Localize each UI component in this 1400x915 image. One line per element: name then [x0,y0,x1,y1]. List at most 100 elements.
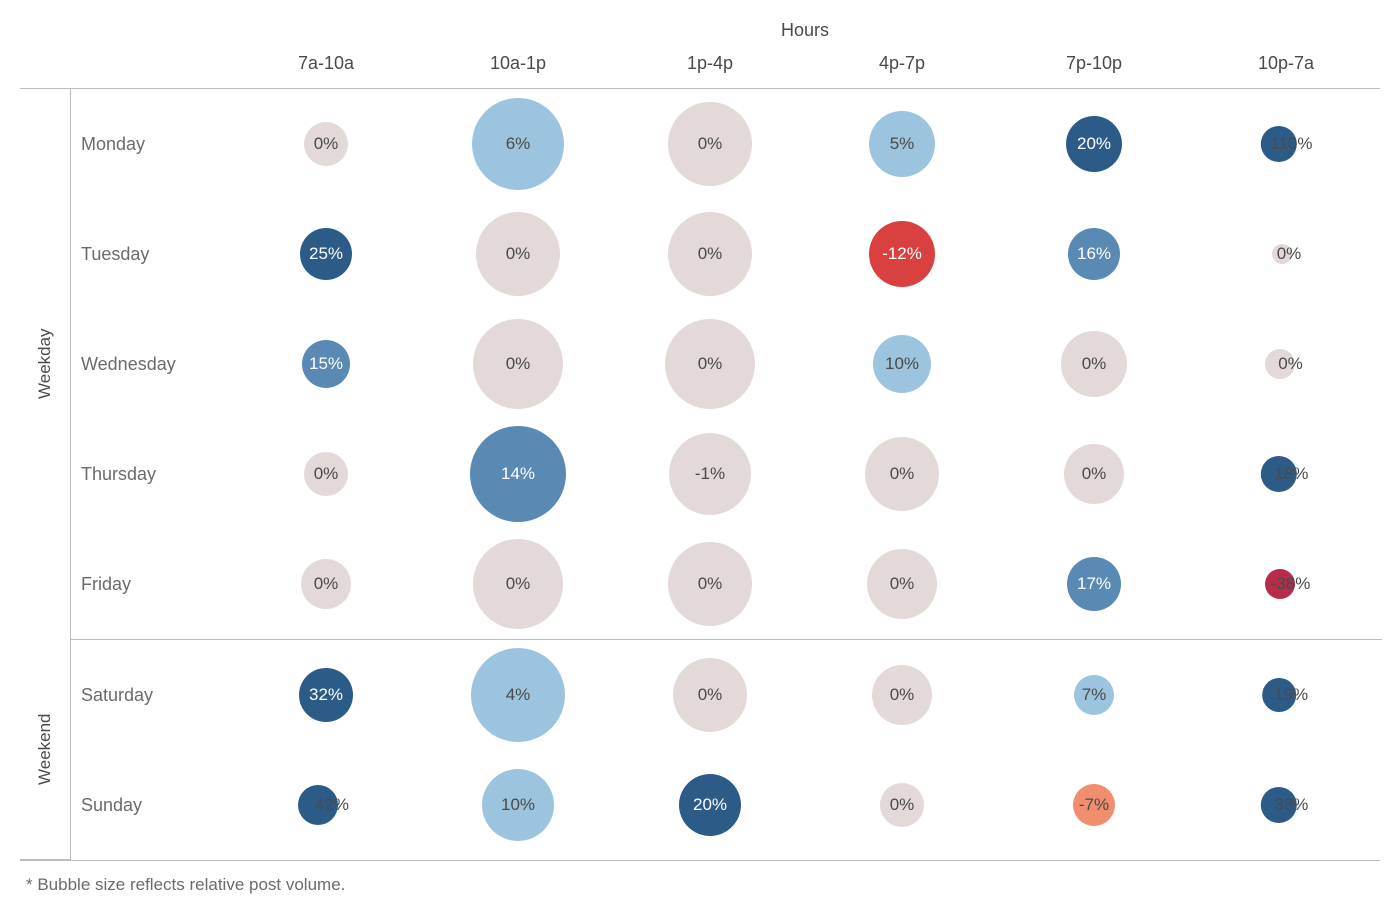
bubble-cell: 33% [1190,750,1382,860]
bubble-cell: 4% [422,639,614,750]
bubble-matrix-chart: Hours 7a-10a 10a-1p 1p-4p 4p-7p 7p-10p 1… [20,20,1380,895]
bubble-cell: 0% [422,309,614,419]
bubble-cell: 7% [998,639,1190,750]
bubble-cell: 14% [422,419,614,529]
bubble-cell: -7% [998,750,1190,860]
bubble-value: 4% [506,685,531,705]
bubble-value: 42% [315,795,349,815]
section-label-weekend: Weekend [20,639,70,860]
bubble-cell: 5% [806,89,998,199]
bubble-cell: 0% [230,529,422,639]
row-label-thursday: Thursday [70,419,230,529]
col-header: 10p-7a [1190,47,1382,84]
bubble-value: 6% [506,134,531,154]
bubble-value: 0% [890,795,915,815]
bubble-value: 0% [314,464,339,484]
bubble-cell: 0% [230,419,422,529]
bubble-value: 0% [506,244,531,264]
bubble-value: 110% [1270,134,1312,154]
bubble-cell: 0% [614,639,806,750]
bubble-value: 0% [890,464,915,484]
col-header: 4p-7p [806,47,998,84]
bubble-value: 0% [1277,244,1302,264]
row-label-wednesday: Wednesday [70,309,230,419]
bubble-value: 25% [309,244,343,264]
bubble-cell: 20% [998,89,1190,199]
bubble-cell: -38% [1190,529,1382,639]
section-label-weekday: Weekday [20,89,70,639]
bubble-value: -1% [695,464,725,484]
bubble-value: 32% [309,685,343,705]
bubble-cell: 18% [1190,419,1382,529]
bubble-value: 0% [506,574,531,594]
bubble-cell: 10% [422,750,614,860]
bubble-value: 0% [1082,464,1107,484]
bubble-cell: -1% [614,419,806,529]
bubble-value: 0% [890,574,915,594]
bubble-cell: 19% [1190,639,1382,750]
bubble-value: 10% [501,795,535,815]
bubble-cell: 0% [806,750,998,860]
bubble-value: 0% [1278,354,1303,374]
row-label-sunday: Sunday [70,750,230,860]
bubble-cell: 20% [614,750,806,860]
bubble-cell: 0% [422,529,614,639]
row-label-friday: Friday [70,529,230,639]
bubble-value: 0% [698,134,723,154]
footnote: * Bubble size reflects relative post vol… [20,875,1380,895]
col-header: 7a-10a [230,47,422,84]
bubble-cell: 0% [230,89,422,199]
row-label-tuesday: Tuesday [70,199,230,309]
bubble-value: 20% [693,795,727,815]
bubble-value: 0% [314,574,339,594]
col-header: 7p-10p [998,47,1190,84]
bubble-cell: 32% [230,639,422,750]
bubble-value: 7% [1082,685,1107,705]
row-label-saturday: Saturday [70,639,230,750]
bubble-cell: 0% [422,199,614,309]
bubble-value: 0% [1082,354,1107,374]
column-headers: 7a-10a 10a-1p 1p-4p 4p-7p 7p-10p 10p-7a [20,47,1380,84]
bubble-cell: 42% [230,750,422,860]
row-label-monday: Monday [70,89,230,199]
bubble-value: 20% [1077,134,1111,154]
bubble-cell: 0% [998,419,1190,529]
bubble-cell: 25% [230,199,422,309]
bubble-value: 0% [698,354,723,374]
bubble-value: 0% [506,354,531,374]
col-header: 10a-1p [422,47,614,84]
bubble-cell: 15% [230,309,422,419]
bubble-cell: 0% [806,529,998,639]
bubble-value: 15% [309,354,343,374]
bubble-value: 10% [885,354,919,374]
bubble-value: -7% [1079,795,1109,815]
bubble-cell: 0% [614,309,806,419]
bubble-cell: 17% [998,529,1190,639]
bubble-value: 19% [1274,685,1308,705]
bubble-value: 0% [314,134,339,154]
bubble-cell: -12% [806,199,998,309]
bubble-value: 0% [698,244,723,264]
bubble-cell: 0% [614,89,806,199]
col-header: 1p-4p [614,47,806,84]
bubble-cell: 0% [614,199,806,309]
bubble-value: -12% [882,244,922,264]
bubble-value: 0% [698,685,723,705]
top-axis-label: Hours [230,20,1380,41]
bubble-value: 18% [1274,464,1308,484]
bubble-value: 0% [698,574,723,594]
bubble-cell: 0% [1190,309,1382,419]
bubble-cell: 0% [806,639,998,750]
bubble-value: 33% [1274,795,1308,815]
bubble-value: 14% [501,464,535,484]
bubble-value: 0% [890,685,915,705]
bubble-cell: 0% [806,419,998,529]
bubble-value: 5% [890,134,915,154]
bubble-cell: 10% [806,309,998,419]
bubble-cell: 0% [998,309,1190,419]
bubble-value: 17% [1077,574,1111,594]
bubble-cell: 0% [1190,199,1382,309]
bubble-value: -38% [1271,574,1311,594]
chart-grid: WeekdayMonday 0% 6% 0% 5% 20% 110% Tuesday 25% 0%… [20,88,1380,861]
bubble-cell: 16% [998,199,1190,309]
